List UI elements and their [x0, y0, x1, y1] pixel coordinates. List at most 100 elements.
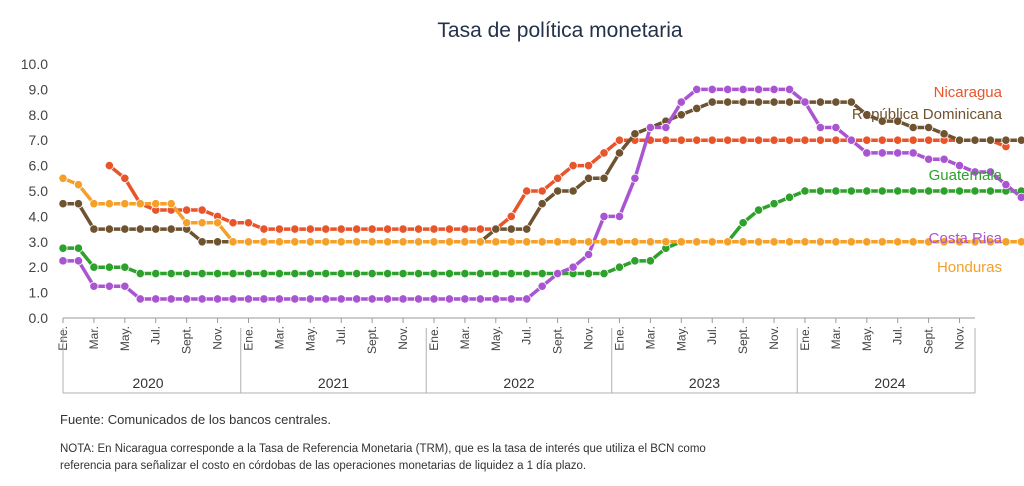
- data-point: [692, 84, 702, 95]
- data-point: [104, 199, 114, 209]
- data-point: [939, 129, 949, 139]
- y-tick-label: 4.0: [29, 208, 49, 224]
- data-point: [506, 224, 516, 234]
- data-point: [954, 161, 965, 171]
- x-month-label: Ene.: [612, 326, 626, 351]
- data-point: [862, 135, 872, 145]
- x-month-label: Sept.: [365, 326, 379, 354]
- data-point: [893, 116, 903, 126]
- data-point: [413, 294, 424, 304]
- data-point: [89, 224, 99, 234]
- data-point: [723, 97, 733, 107]
- x-month-label: Jul.: [520, 326, 534, 345]
- data-point: [367, 268, 377, 279]
- data-point: [1016, 135, 1024, 145]
- data-point: [367, 237, 377, 247]
- data-point: [120, 262, 130, 272]
- data-point: [58, 256, 68, 266]
- x-month-label: Jul.: [891, 326, 905, 345]
- x-month-label: Mar.: [643, 326, 657, 349]
- data-point: [429, 268, 439, 279]
- data-point: [383, 224, 393, 234]
- x-month-label: Sept.: [922, 326, 936, 354]
- data-point: [228, 294, 238, 304]
- data-point: [166, 268, 176, 279]
- data-point: [151, 268, 161, 279]
- data-point: [321, 237, 331, 247]
- data-point: [522, 294, 532, 304]
- data-point: [846, 97, 856, 107]
- data-point: [305, 224, 315, 234]
- data-point: [182, 268, 192, 279]
- data-point: [460, 268, 470, 279]
- data-point: [661, 122, 671, 133]
- data-point: [522, 224, 532, 234]
- data-point: [614, 237, 625, 247]
- y-tick-label: 10.0: [21, 56, 48, 72]
- data-point: [614, 211, 625, 221]
- data-point: [985, 237, 996, 247]
- data-point: [769, 199, 779, 209]
- y-tick-label: 5.0: [29, 183, 49, 199]
- data-point: [398, 294, 408, 304]
- data-point: [707, 135, 717, 145]
- series-label: Honduras: [937, 259, 1002, 276]
- data-point: [738, 84, 748, 95]
- data-point: [553, 268, 563, 279]
- data-point: [908, 122, 918, 133]
- source-note: Fuente: Comunicados de los bancos centra…: [60, 412, 331, 427]
- x-month-label: Ene.: [427, 326, 441, 351]
- data-point: [553, 186, 563, 196]
- data-point: [491, 224, 501, 234]
- data-point: [553, 173, 563, 183]
- data-point: [274, 268, 285, 279]
- data-point: [692, 135, 702, 145]
- data-point: [800, 186, 810, 196]
- data-point: [475, 224, 485, 234]
- data-point: [753, 97, 764, 107]
- data-point: [599, 211, 609, 221]
- data-point: [444, 294, 455, 304]
- data-point: [970, 186, 980, 196]
- data-point: [970, 237, 980, 247]
- x-month-label: Ene.: [241, 326, 255, 351]
- data-point: [58, 243, 68, 253]
- data-point: [197, 218, 207, 228]
- data-point: [151, 294, 161, 304]
- data-point: [182, 294, 192, 304]
- x-month-label: Ene.: [798, 326, 812, 351]
- data-point: [954, 186, 965, 196]
- data-point: [197, 294, 207, 304]
- data-point: [924, 122, 934, 133]
- data-point: [151, 199, 161, 209]
- x-month-label: Jul.: [705, 326, 719, 345]
- data-point: [383, 294, 393, 304]
- data-point: [614, 135, 625, 145]
- data-point: [924, 237, 934, 247]
- data-point: [846, 186, 856, 196]
- data-point: [908, 135, 918, 145]
- data-point: [336, 294, 346, 304]
- data-point: [924, 135, 934, 145]
- data-point: [506, 211, 516, 221]
- data-point: [877, 148, 887, 158]
- data-point: [583, 161, 594, 171]
- data-point: [336, 268, 346, 279]
- data-point: [877, 135, 887, 145]
- data-point: [274, 237, 285, 247]
- data-point: [352, 224, 362, 234]
- data-point: [243, 218, 254, 228]
- data-point: [985, 135, 996, 145]
- data-point: [1016, 192, 1024, 202]
- data-point: [89, 262, 99, 272]
- data-point: [862, 237, 872, 247]
- data-point: [290, 224, 300, 234]
- y-tick-label: 6.0: [29, 158, 49, 174]
- data-point: [815, 237, 826, 247]
- data-point: [1016, 237, 1024, 247]
- data-point: [1001, 237, 1011, 247]
- data-point: [676, 110, 686, 120]
- data-point: [723, 135, 733, 145]
- x-month-label: Mar.: [87, 326, 101, 349]
- data-point: [939, 154, 949, 164]
